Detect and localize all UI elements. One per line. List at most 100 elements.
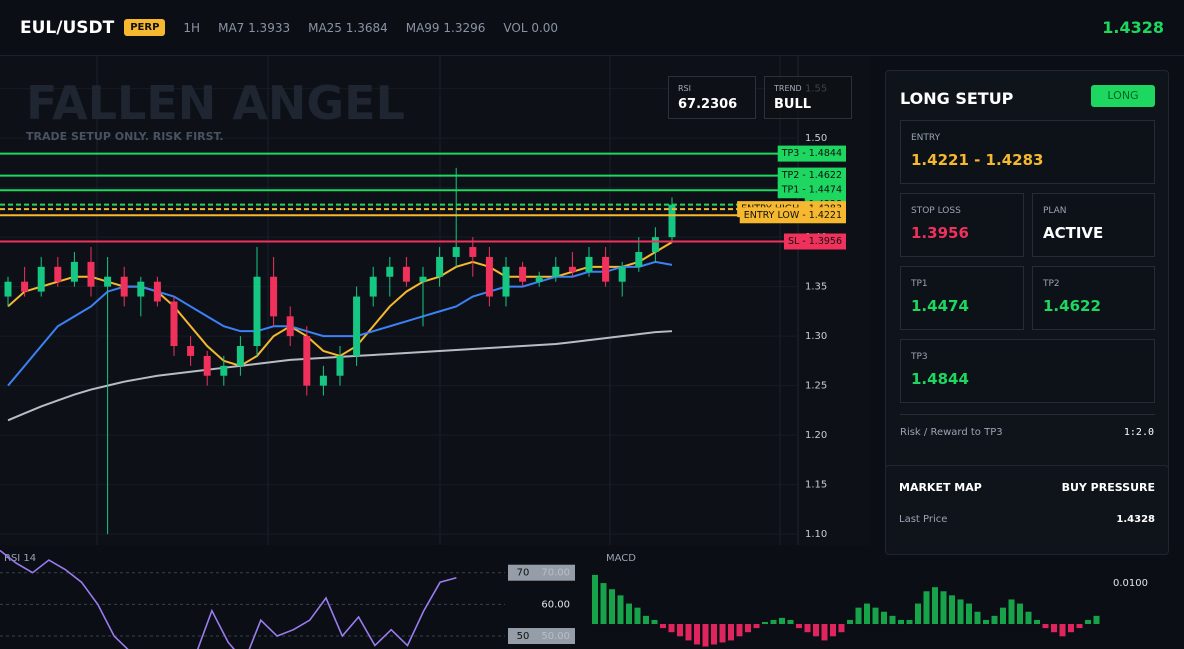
candle-body [502,266,510,297]
macd-bar [881,611,887,625]
tp3-value: 1.4844 [911,370,969,388]
macd-bar [889,615,896,625]
level-label: TP2 - 1.4622 [781,170,842,181]
macd-bar [787,619,794,625]
candle-body [419,276,427,282]
macd-bar [906,619,913,625]
candle-body [535,276,543,282]
macd-bar [660,624,666,629]
candle-body [552,266,560,277]
y-tick-label: 1.10 [805,529,827,540]
main-bg [0,56,870,545]
candle-body [4,281,12,297]
macd-bar [753,624,760,629]
candle-body [170,301,178,347]
candle-body [602,256,610,282]
macd-bar [651,619,658,625]
candle-body [353,296,361,356]
candle-body [469,247,477,257]
level-label-bg [777,167,846,184]
candle-body [452,247,460,257]
macd-bar [626,603,632,625]
interval[interactable]: 1H [183,20,201,35]
watermark-title: FALLEN ANGEL [26,76,405,130]
level-box [508,628,575,645]
macd-bar [1034,619,1040,625]
candle-body [519,266,527,282]
tp1-value: 1.4474 [911,297,969,315]
rsi-title: RSI 14 [4,553,36,564]
badge: PERP [124,19,166,36]
macd-bar [813,624,819,637]
candle-body [203,355,211,376]
level-box [508,564,575,581]
macd-bar [864,603,870,625]
candle-body [319,375,327,386]
header: EUL/USDT PERP 1H MA7 1.3933 MA25 1.3684 … [0,0,1184,56]
macd-bar [694,624,700,645]
macd-bar [966,603,972,625]
ma7: MA7 1.3933 [218,20,291,35]
macd-bar [677,624,683,637]
level-label: ENTRY LOW - 1.4221 [744,210,842,221]
candle-body [568,266,576,272]
macd-bar [736,624,743,637]
last-price-value: 1.4328 [1116,514,1155,525]
rsi-box-value: 67.2306 [678,97,738,112]
candle-body [104,276,112,287]
y-tick-label: 0.0100 [1113,578,1148,589]
macd-title: MACD [606,553,636,564]
candle-body [236,346,244,366]
macd-bar [932,587,938,625]
macd-bar [668,624,675,633]
macd-bar [898,619,904,625]
tp1-label: TP1 [911,279,928,289]
setup-panel: LONG SETUP LONG ENTRY 1.4221 - 1.4283 ST… [885,70,1169,543]
y-tick-label: 1.50 [805,133,827,144]
y-tick-label: 1.35 [805,282,827,293]
candle-body [87,261,95,287]
candle-body [336,355,344,376]
candle-body [668,204,676,238]
macd-bar [685,624,692,641]
level-box-label: 50 [517,631,530,642]
macd-bar [728,624,734,641]
candle-body [21,281,29,292]
plan-label: PLAN [1043,206,1067,216]
rsi-box: RSI 67.2306 [668,76,756,119]
level-label-bg [739,207,846,224]
macd-bar [1059,624,1066,637]
ma25: MA25 1.3684 [308,20,388,35]
candle-body [70,261,78,282]
tp2-card: TP2 1.4622 [1032,266,1155,330]
symbol[interactable]: EUL/USDT [20,17,115,38]
rsi-box-label: RSI [678,84,691,93]
macd-bar [1068,624,1074,633]
candle-body [618,266,626,282]
macd-bar [1008,599,1015,625]
market-map-pressure: BUY PRESSURE [1061,481,1155,494]
macd-bar [609,589,615,625]
macd-bar [1093,615,1100,625]
main-plot: 1.101.151.201.251.301.351.401.451.501.55… [0,84,846,540]
candle-body [635,251,643,267]
macd-bar [1085,619,1091,625]
macd-bar [617,595,624,625]
macd-bar [847,619,853,625]
macd-bar [821,624,828,641]
level-box-label: 70 [517,568,530,579]
y-tick-label: 1.30 [805,331,827,342]
macd-bar [719,624,726,643]
entry-card: ENTRY 1.4221 - 1.4283 [900,120,1155,184]
level-label-bg [777,145,846,162]
plan-value: ACTIVE [1043,224,1104,242]
macd-bar [1000,607,1006,625]
macd-bar [600,583,607,625]
market-map: MARKET MAP BUY PRESSURE Last Price 1.432… [885,465,1169,555]
macd-bar [915,603,921,625]
setup-badge[interactable]: LONG [1091,85,1155,107]
macd-bar [770,619,777,625]
candle-body [369,276,377,297]
candle-body [120,276,128,297]
